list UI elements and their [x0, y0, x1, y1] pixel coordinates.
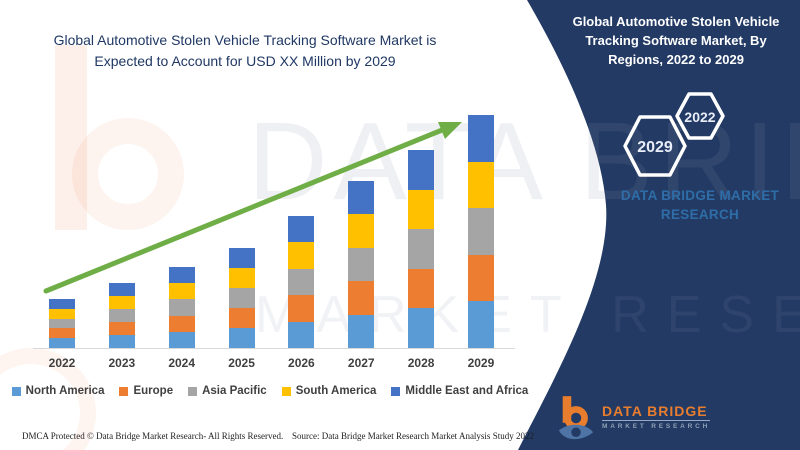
- panel-title-line1: Global Automotive Stolen Vehicle: [572, 14, 780, 29]
- legend-swatch-icon: [11, 386, 21, 396]
- bar-segment-2027: [348, 314, 375, 348]
- bar-segment-2024: [168, 283, 195, 300]
- legend-item: Middle East and Africa: [391, 385, 528, 397]
- bar-segment-2025: [228, 268, 255, 288]
- bar-segment-2025: [228, 328, 255, 348]
- trend-arrow-head: [438, 122, 462, 139]
- brand-caption-line2: RESEARCH: [660, 207, 740, 222]
- bar-segment-2029: [467, 254, 494, 302]
- brand-caption-line1: DATA BRIDGE MARKET: [620, 188, 780, 203]
- logo-name: DATA BRIDGE: [602, 403, 711, 421]
- legend-label: Europe: [133, 385, 174, 397]
- legend-swatch-icon: [391, 386, 401, 396]
- stacked-bar-chart: 2022 2023 2024 2025 2026 2027 2028 2029 North A…: [0, 115, 540, 397]
- bar-segment-2028: [408, 308, 435, 348]
- panel-shape: [518, 0, 800, 450]
- bar-segment-2026: [288, 321, 315, 348]
- chart-title: Global Automotive Stolen Vehicle Trackin…: [40, 30, 450, 72]
- legend-item: Asia Pacific: [188, 385, 267, 397]
- x-axis-label-2029: 2029: [467, 356, 495, 370]
- bar-segment-2029: [467, 301, 494, 348]
- bar-segment-2023: [108, 283, 135, 296]
- bar-segment-2023: [108, 335, 135, 348]
- legend-label: North America: [25, 385, 105, 397]
- bar-segment-2026: [288, 295, 315, 322]
- dmca-footer: DMCA Protected © Data Bridge Market Rese…: [22, 431, 284, 441]
- source-footer: Source: Data Bridge Market Research Mark…: [292, 431, 534, 441]
- legend-swatch-icon: [281, 386, 291, 396]
- x-axis-line: [33, 348, 515, 349]
- logo-text: DATA BRIDGE MARKET RESEARCH: [602, 394, 711, 430]
- hexagon-2022: [675, 92, 725, 140]
- bar-segment-2025: [228, 288, 255, 308]
- bar-segment-2022: [49, 328, 75, 339]
- bar-segment-2022: [49, 318, 75, 329]
- bar-segment-2027: [348, 214, 375, 248]
- x-axis-label-2025: 2025: [228, 356, 255, 370]
- chart-title-line2: Expected to Account for USD XX Million b…: [94, 53, 396, 69]
- x-axis-label-2022: 2022: [48, 356, 76, 370]
- bar-segment-2024: [168, 315, 195, 332]
- legend-item: Europe: [119, 385, 173, 397]
- legend-label: Middle East and Africa: [405, 385, 529, 397]
- panel-title-line3: Regions, 2022 to 2029: [608, 52, 744, 67]
- bar-segment-2024: [168, 331, 195, 348]
- legend-label: South America: [295, 385, 377, 397]
- panel-title: Global Automotive Stolen Vehicle Trackin…: [560, 12, 792, 69]
- bar-segment-2029: [467, 115, 494, 162]
- x-axis-label-2023: 2023: [108, 356, 136, 370]
- bar-segment-2028: [408, 229, 435, 269]
- panel-title-line2: Tracking Software Market, By: [585, 33, 767, 48]
- bar-segment-2023: [108, 296, 135, 309]
- bar-segment-2023: [108, 322, 135, 335]
- bar-segment-2028: [408, 268, 435, 309]
- bar-segment-2027: [348, 181, 375, 215]
- bar-segment-2025: [228, 308, 255, 328]
- bar-segment-2026: [288, 268, 315, 296]
- chart-legend: North America Europe Asia Pacific South Ame…: [0, 385, 540, 397]
- bar-segment-2024: [168, 299, 195, 316]
- chart-title-line1: Global Automotive Stolen Vehicle Trackin…: [53, 32, 437, 48]
- legend-item: South America: [281, 385, 377, 397]
- bar-segment-2022: [49, 308, 75, 319]
- bar-segment-2027: [348, 247, 375, 282]
- x-axis-label-2028: 2028: [407, 356, 435, 370]
- bar-segment-2027: [348, 281, 375, 315]
- bar-segment-2024: [168, 267, 195, 284]
- databridge-logo: DATA BRIDGE MARKET RESEARCH: [557, 394, 711, 442]
- logo-subtitle: MARKET RESEARCH: [602, 423, 711, 430]
- bar-segment-2028: [408, 150, 435, 190]
- bar-segment-2029: [467, 208, 494, 255]
- logo-b-icon: [558, 396, 594, 440]
- x-axis-label-2026: 2026: [288, 356, 315, 370]
- legend-swatch-icon: [119, 386, 129, 396]
- brand-caption: DATA BRIDGE MARKET RESEARCH: [605, 186, 795, 224]
- x-axis-label-2024: 2024: [168, 356, 196, 370]
- x-axis-label-2027: 2027: [347, 356, 375, 370]
- bar-segment-2026: [288, 216, 315, 243]
- legend-swatch-icon: [188, 386, 198, 396]
- bar-segment-2022: [49, 338, 75, 348]
- legend-item: North America: [11, 385, 105, 397]
- trend-arrow: [43, 122, 462, 294]
- year-hexagons: 2029 2022: [623, 92, 725, 177]
- bar-segment-2026: [288, 242, 315, 269]
- bar-segment-2023: [108, 309, 135, 322]
- hexagon-2029: [623, 115, 687, 177]
- bar-segment-2028: [408, 189, 435, 230]
- hexagon-2029-label: 2029: [637, 139, 673, 156]
- trend-arrow-line: [43, 125, 450, 294]
- hexagon-2022-label: 2022: [684, 109, 715, 125]
- bar-segment-2022: [49, 299, 75, 309]
- legend-label: Asia Pacific: [202, 385, 267, 397]
- bar-segment-2029: [467, 161, 494, 209]
- bar-segment-2025: [228, 248, 255, 268]
